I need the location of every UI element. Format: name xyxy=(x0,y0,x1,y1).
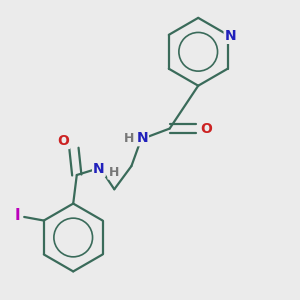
Text: N: N xyxy=(136,131,148,145)
Text: O: O xyxy=(200,122,212,136)
Text: H: H xyxy=(108,166,119,178)
Text: O: O xyxy=(57,134,69,148)
Text: N: N xyxy=(225,29,236,43)
Text: I: I xyxy=(15,208,21,224)
Text: N: N xyxy=(93,162,105,176)
Text: H: H xyxy=(123,132,134,145)
